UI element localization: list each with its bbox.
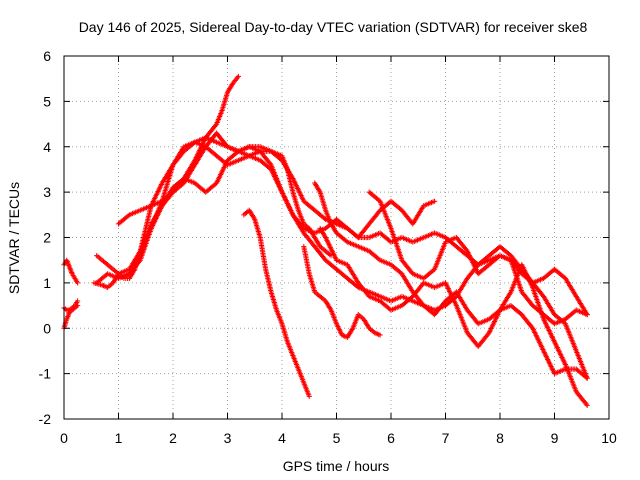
data-point-marker — [354, 233, 360, 240]
data-point-marker — [75, 298, 81, 304]
y-tick-label: 1 — [43, 275, 51, 291]
y-tick-label: 0 — [43, 320, 51, 336]
series-track-12 — [317, 225, 590, 408]
y-tick-label: -1 — [39, 366, 52, 382]
x-axis-label: GPS time / hours — [283, 458, 390, 474]
data-point-marker — [306, 393, 312, 399]
series-track-10 — [301, 243, 383, 340]
y-tick-label: 5 — [43, 93, 51, 109]
x-tick-label: 8 — [496, 430, 504, 446]
data-point-marker — [584, 402, 590, 408]
data-point-marker — [584, 312, 590, 318]
series-track-13 — [366, 189, 590, 327]
data-point-marker — [125, 213, 131, 219]
chart-title: Day 146 of 2025, Sidereal Day-to-day VTE… — [79, 19, 588, 35]
data-point-marker — [377, 332, 383, 338]
data-point-marker — [584, 375, 590, 381]
y-tick-label: 4 — [43, 139, 51, 155]
y-axis-label: SDTVAR / TECUs — [6, 182, 22, 294]
series-track-9 — [241, 207, 312, 399]
x-tick-label: 2 — [169, 430, 177, 446]
data-point-marker — [376, 256, 382, 262]
x-tick-label: 3 — [224, 430, 232, 446]
x-tick-label: 7 — [442, 430, 450, 446]
data-points — [61, 73, 590, 408]
data-point-marker — [321, 215, 327, 221]
x-tick-label: 1 — [115, 430, 123, 446]
x-tick-label: 0 — [60, 430, 68, 446]
data-point-marker — [343, 238, 349, 244]
x-tick-label: 4 — [278, 430, 286, 446]
x-tick-label: 10 — [601, 430, 617, 446]
data-point-marker — [75, 280, 81, 286]
y-tick-label: -2 — [39, 411, 52, 427]
data-point-marker — [583, 374, 589, 380]
x-tick-label: 9 — [551, 430, 559, 446]
data-point-marker — [235, 73, 241, 80]
series-track-7 — [115, 130, 590, 318]
y-tick-label: 3 — [43, 184, 51, 200]
axis-ticks: 0 1 2 3 4 5 6 7 8 9 10 -2 -1 0 1 2 3 4 5 6 — [39, 48, 617, 446]
series-track-1 — [61, 257, 81, 286]
data-point-marker — [432, 198, 438, 204]
y-tick-label: 6 — [43, 48, 51, 64]
x-tick-label: 6 — [387, 430, 395, 446]
y-tick-label: 2 — [43, 230, 51, 246]
grid-lines — [64, 56, 609, 419]
x-tick-label: 5 — [333, 430, 341, 446]
